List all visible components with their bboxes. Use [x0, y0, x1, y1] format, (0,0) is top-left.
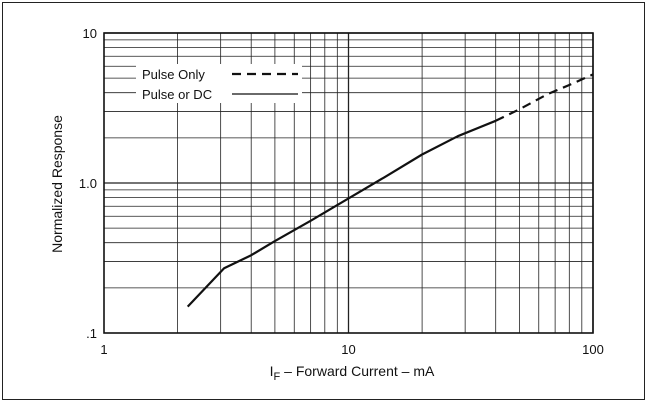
legend-label: Pulse Only — [142, 67, 205, 82]
tick-labels: 1 10 100 .1 1.0 10 — [79, 26, 604, 357]
x-tick-label: 10 — [341, 342, 355, 357]
series-line-pulse-only — [495, 73, 594, 122]
legend-background — [136, 64, 302, 103]
series-lines — [186, 73, 594, 308]
y-axis-label: Normalized Response — [49, 115, 65, 253]
legend: Pulse Only Pulse or DC — [136, 64, 302, 103]
y-tick-label: .1 — [86, 326, 97, 341]
x-axis-label-subscript: F — [274, 371, 281, 383]
x-axis-label-rest: – Forward Current – mA — [280, 363, 435, 379]
x-axis-label: IF – Forward Current – mA — [270, 363, 435, 383]
x-axis-label-main: I — [270, 363, 274, 379]
y-tick-label: 1.0 — [79, 176, 97, 191]
grid — [104, 32, 594, 333]
x-tick-label: 100 — [582, 342, 604, 357]
plot-border — [103, 32, 594, 334]
y-tick-label: 10 — [83, 26, 97, 41]
series-line-pulse-or-dc — [186, 119, 497, 308]
x-tick-label: 1 — [100, 342, 107, 357]
legend-label: Pulse or DC — [142, 87, 212, 102]
